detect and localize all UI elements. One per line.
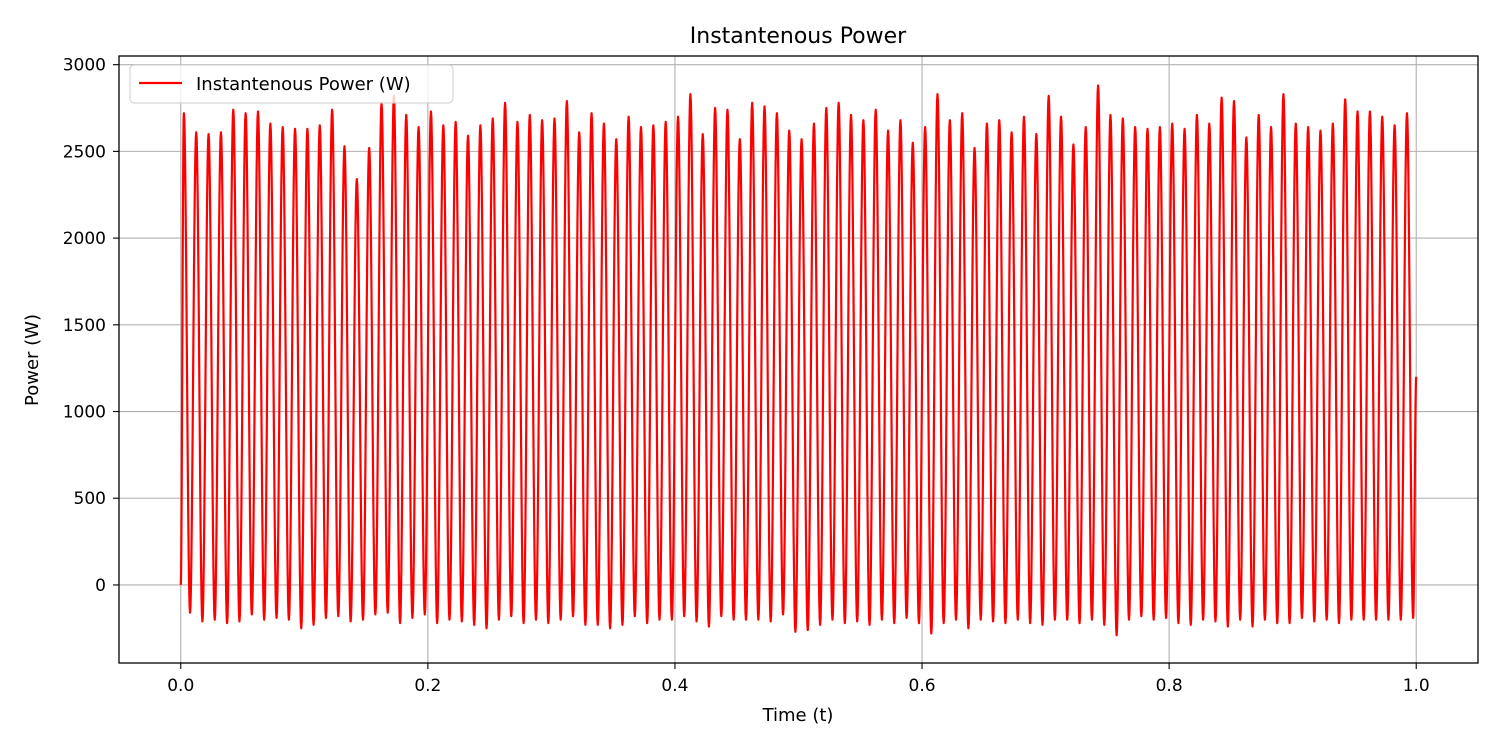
series-layer: [179, 84, 1418, 637]
plot-area-frame: [118, 55, 1479, 664]
y-tick-label: 1500: [63, 316, 106, 336]
x-tick-label: 0.0: [167, 676, 194, 696]
x-tick-label: 1.0: [1403, 676, 1430, 696]
legend: Instantenous Power (W): [129, 64, 454, 104]
y-axis-label: Power (W): [22, 314, 43, 406]
x-tick-label: 0.8: [1156, 676, 1183, 696]
x-axis-label: Time (t): [762, 705, 834, 726]
legend-box: [129, 64, 454, 104]
y-tick-label: 2500: [63, 142, 106, 162]
y-tick-label: 2000: [63, 229, 106, 249]
legend-entry-label: Instantenous Power (W): [196, 74, 411, 95]
x-tick-label: 0.4: [661, 676, 688, 696]
chart-title: Instantenous Power: [690, 24, 907, 49]
y-tick-label: 1000: [63, 403, 106, 423]
y-tick-label: 3000: [63, 56, 106, 76]
y-tick-label: 0: [95, 576, 106, 596]
series-line-instantaneous-power: [179, 84, 1418, 637]
y-tick-label: 500: [74, 489, 106, 509]
x-tick-label: 0.2: [414, 676, 441, 696]
x-tick-label: 0.6: [909, 676, 936, 696]
axis-ticks: 0.0 0.2 0.4 0.6 0.8 1.0 0 500 1000 1500 2000 2500 30…: [63, 56, 1430, 696]
